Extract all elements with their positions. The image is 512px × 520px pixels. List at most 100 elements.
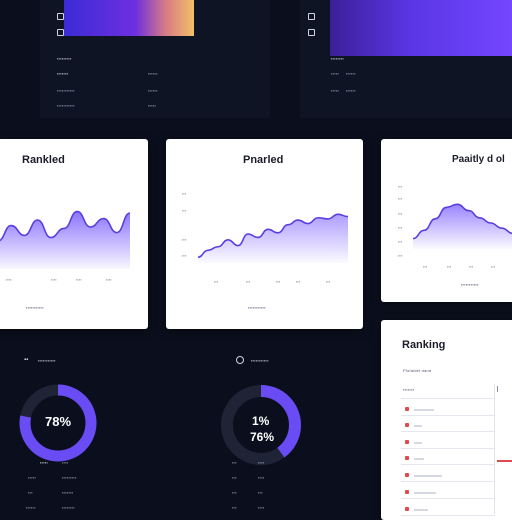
x-tick-label: ▪▪▪: [326, 279, 331, 284]
list-item: ▪▪▪▪▪▪▪▪▪: [62, 475, 77, 480]
top-right-gradient-banner: [330, 0, 512, 56]
list-item[interactable]: [381, 504, 511, 516]
area-chart: ▪▪▪ ▪▪▪ ▪▪▪ ▪▪▪ ▪▪▪ ▪▪▪ ▪▪▪ ▪▪▪ ▪▪▪ ▪▪▪: [398, 184, 512, 269]
list-item[interactable]: [381, 404, 511, 416]
x-tick-label: ▪▪▪: [469, 264, 474, 269]
y-tick-label: ▪▪▪: [182, 191, 187, 196]
x-tick-label: ▪▪▪: [447, 264, 452, 269]
donut-chart-left: [19, 384, 97, 462]
donut-header: ▪▪▪▪▪▪▪▪▪▪▪: [251, 358, 269, 363]
scroll-track[interactable]: [494, 384, 495, 514]
card-title: Pnarled: [243, 154, 284, 166]
series-line: [0, 210, 131, 242]
y-tick-label: ▪▪▪: [398, 196, 403, 201]
rank-marker-icon: [405, 440, 409, 444]
list-item[interactable]: [381, 437, 511, 449]
chart-card-paaitly[interactable]: Paaitly d ol ▪▪▪ ▪▪▪ ▪▪▪ ▪▪▪ ▪▪▪ ▪▪▪ ▪▪▪…: [381, 139, 512, 302]
series-area: [413, 204, 512, 249]
x-tick-label: ▪▪▪▪: [76, 277, 82, 282]
rank-marker-icon: [405, 473, 409, 477]
area-chart: ▪▪▪▪ ▪▪▪▪ ▪▪▪▪ ▪▪▪▪: [0, 210, 131, 282]
divider: [401, 398, 495, 399]
x-tick-label: ▪▪▪▪: [6, 277, 12, 282]
scroll-marker: [497, 386, 498, 392]
x-tick-label: ▪▪▪: [246, 279, 251, 284]
checkbox-icon[interactable]: [308, 13, 315, 20]
series-line: [412, 203, 512, 240]
table-header: ▪▪▪▪▪▪▪: [403, 387, 415, 392]
rank-marker-icon: [405, 423, 409, 427]
y-tick-label: ▪▪▪: [398, 211, 403, 216]
list-item: ▪▪▪▪: [258, 475, 265, 480]
list-item: ▪▪▪▪▪▪▪▪: [331, 56, 344, 61]
list-item: ▪▪▪: [28, 490, 33, 495]
list-item: ▪▪▪: [232, 460, 237, 465]
chart-card-rankled[interactable]: Rankled ▪▪▪▪ ▪▪▪▪ ▪▪▪▪ ▪▪▪▪ ▪▪▪▪▪▪▪▪▪▪▪: [0, 139, 148, 329]
x-tick-label: ▪▪▪▪: [106, 277, 112, 282]
checkbox-icon[interactable]: [57, 29, 64, 36]
rank-bar: [414, 509, 428, 511]
rank-bar: [414, 409, 434, 411]
checkbox-icon[interactable]: [308, 29, 315, 36]
donut-value: 76%: [250, 430, 275, 444]
list-item: ▪▪▪▪▪▪▪: [57, 71, 69, 76]
list-item: ▪▪▪▪: [258, 505, 265, 510]
donut-header: ▪▪▪▪▪▪▪▪▪▪▪: [38, 358, 56, 363]
divider: [401, 431, 495, 432]
list-item: ▪▪▪▪▪▪▪▪▪▪▪: [57, 103, 75, 108]
list-item: ▪▪▪▪▪▪: [26, 505, 36, 510]
scroll-marker: [497, 460, 512, 462]
divider: [401, 464, 495, 465]
list-item: ▪▪▪: [258, 490, 263, 495]
rank-marker-icon: [405, 507, 409, 511]
list-item[interactable]: [381, 487, 511, 499]
chart-card-pnarled[interactable]: Pnarled ▪▪▪ ▪▪▪ ▪▪▪ ▪▪▪ ▪▪▪ ▪▪▪ ▪▪▪ ▪▪▪ …: [166, 139, 363, 329]
divider: [401, 415, 495, 416]
x-tick-label: ▪▪▪: [296, 279, 301, 284]
list-item: ▪▪▪▪▪▪▪▪▪: [57, 56, 72, 61]
donut-value: 1%: [252, 414, 270, 428]
card-title: Ranking: [402, 339, 446, 351]
list-item: ▪▪▪▪▪: [28, 475, 37, 480]
list-item: ▪▪▪▪▪: [148, 103, 157, 108]
divider: [401, 481, 495, 482]
list-item: ▪▪▪▪: [258, 460, 265, 465]
rank-bar: [414, 442, 422, 444]
rank-marker-icon: [405, 407, 409, 411]
list-item: ▪▪▪▪▪▪: [148, 71, 158, 76]
list-item[interactable]: [381, 470, 511, 482]
list-item: ▪▪▪: [232, 505, 237, 510]
ranking-card[interactable]: Ranking Plofaldet dand ▪▪▪▪▪▪▪: [381, 320, 512, 520]
y-tick-label: ▪▪▪: [398, 239, 403, 244]
x-tick-label: ▪▪▪: [491, 264, 496, 269]
list-item: ▪▪▪▪▪▪▪: [62, 490, 74, 495]
list-item: ▪▪▪▪▪▪: [346, 88, 356, 93]
list-item: ▪▪▪▪▪▪▪▪▪▪▪: [57, 88, 75, 93]
list-item: ▪▪▪▪: [62, 460, 69, 465]
area-chart: ▪▪▪ ▪▪▪ ▪▪▪ ▪▪▪ ▪▪▪ ▪▪▪ ▪▪▪ ▪▪▪ ▪▪▪: [182, 191, 349, 284]
list-item: ▪▪▪▪▪▪: [148, 88, 158, 93]
y-tick-label: ▪▪▪: [182, 237, 187, 242]
list-item[interactable]: [381, 453, 511, 465]
y-tick-label: ▪▪▪: [398, 184, 403, 189]
series-area: [198, 214, 348, 263]
card-footer: ▪▪▪▪▪▪▪▪▪▪▪: [248, 305, 266, 310]
checkbox-icon[interactable]: [57, 13, 64, 20]
list-item[interactable]: [381, 420, 511, 432]
card-footer: ▪▪▪▪▪▪▪▪▪▪▪: [461, 282, 479, 287]
y-tick-label: ▪▪▪: [182, 208, 187, 213]
rank-bar: [414, 492, 436, 494]
card-footer: ▪▪▪▪▪▪▪▪▪▪▪: [26, 305, 44, 310]
rank-marker-icon: [405, 490, 409, 494]
list-item: ▪▪▪: [232, 475, 237, 480]
y-tick-label: ▪▪▪: [398, 253, 403, 258]
rank-bar: [414, 475, 442, 477]
rank-bar: [414, 458, 424, 460]
card-title: Rankled: [22, 154, 65, 166]
clock-icon: [236, 356, 244, 364]
divider: [401, 448, 495, 449]
donut-value: 78%: [45, 414, 72, 429]
y-tick-label: ▪▪▪: [398, 225, 403, 230]
y-tick-label: ▪▪▪: [182, 253, 187, 258]
list-item: ▪▪▪▪▪: [331, 88, 340, 93]
